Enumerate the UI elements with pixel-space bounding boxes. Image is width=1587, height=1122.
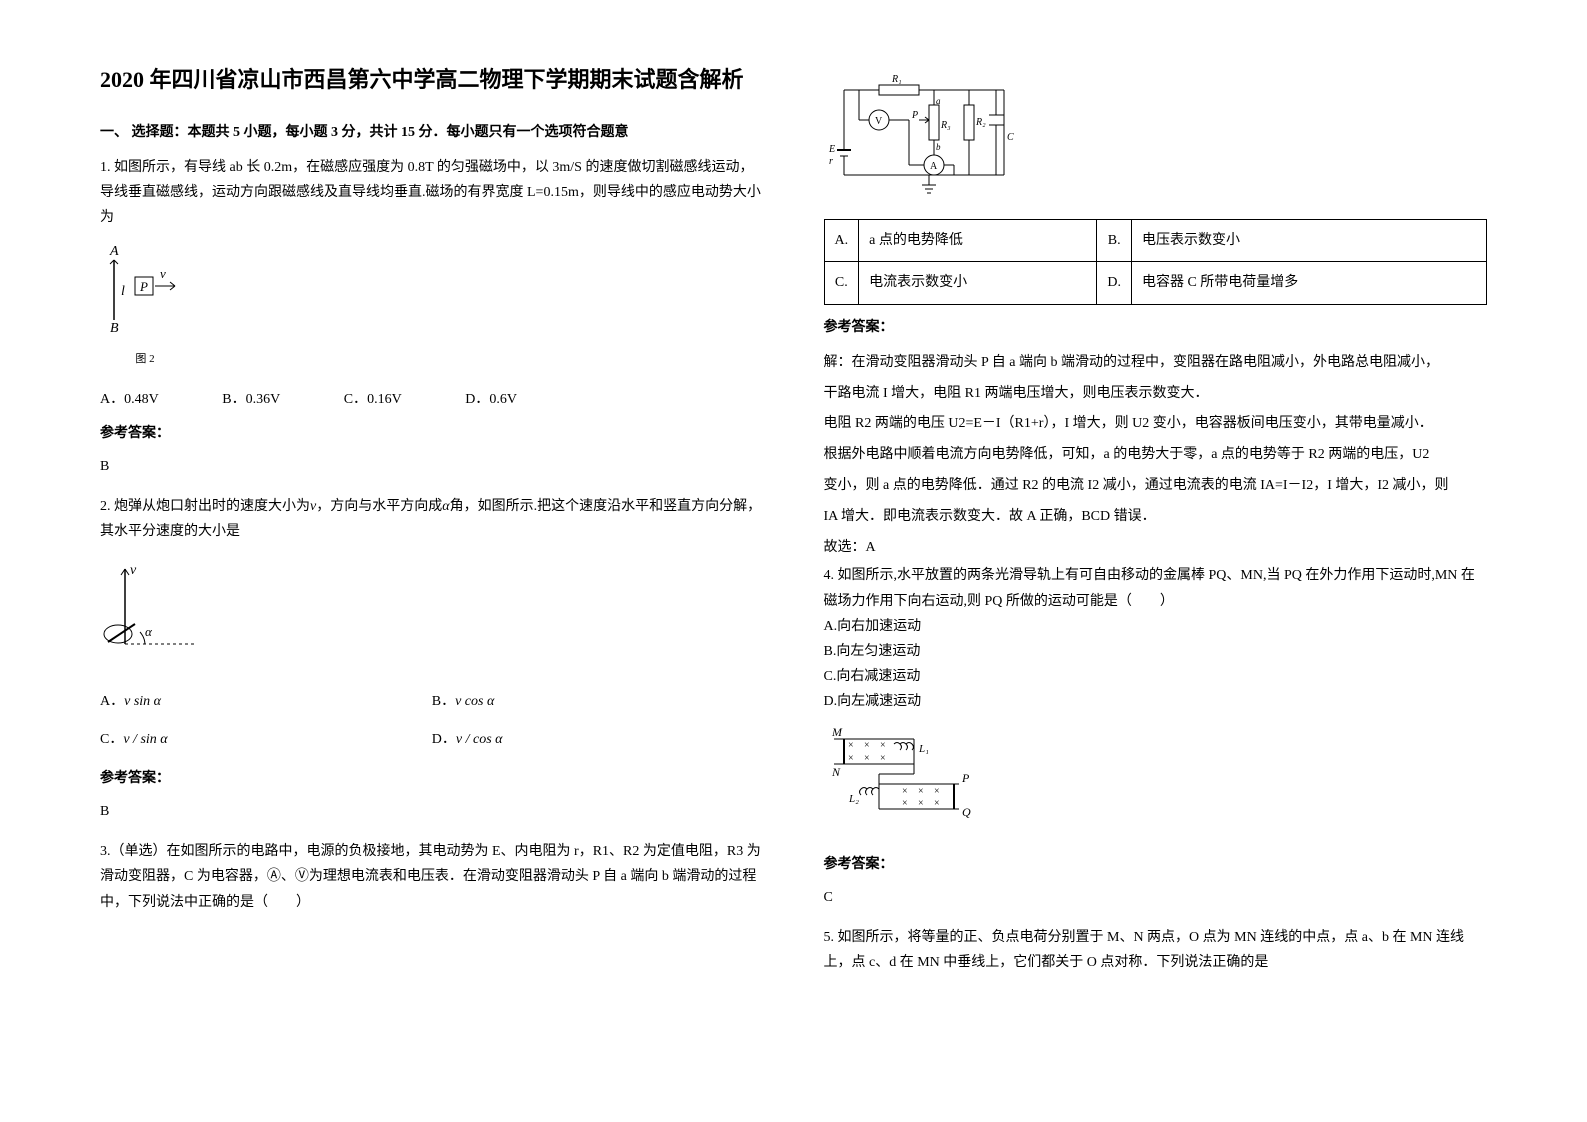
svg-text:r: r	[829, 156, 833, 167]
q3-explanation: 解：在滑动变阻器滑动头 P 自 a 端向 b 端滑动的过程中，变阻器在路电阻减小…	[824, 348, 1488, 564]
svg-text:A: A	[930, 161, 938, 172]
svg-text:P: P	[911, 110, 918, 121]
q4-figure: M N ××× ××× L₁ P Q ××× ×××	[824, 724, 984, 833]
q4-opt-a: A.向右加速运动	[824, 614, 1488, 639]
q1-figure-label: 图 2	[100, 350, 190, 370]
q2-opt-a: ν sin α	[124, 694, 161, 709]
q2-opt-c: ν / sin α	[123, 732, 167, 747]
q1-options: A．0.48V B．0.36V C．0.16V D．0.6V	[100, 387, 764, 412]
q3-options-table: A. a 点的电势降低 B. 电压表示数变小 C. 电流表示数变小 D. 电容器…	[824, 219, 1488, 304]
q2-opt-b: ν cos α	[455, 694, 494, 709]
svg-text:E: E	[828, 144, 835, 155]
section-heading: 一、 选择题：本题共 5 小题，每小题 3 分，共计 15 分．每小题只有一个选…	[100, 120, 764, 145]
svg-text:×: ×	[902, 798, 908, 809]
q2-opt-d: ν / cos α	[456, 732, 503, 747]
q3-exp-l6: IA 增大．即电流表示数变大．故 A 正确，BCD 错误．	[824, 502, 1488, 533]
svg-text:B: B	[110, 321, 119, 336]
svg-text:V: V	[875, 116, 883, 127]
svg-text:v: v	[130, 563, 137, 578]
q3-opt-b: 电压表示数变小	[1131, 220, 1486, 262]
svg-text:C: C	[1007, 132, 1014, 143]
question-5: 5. 如图所示，将等量的正、负点电荷分别置于 M、N 两点，O 点为 MN 连线…	[824, 925, 1488, 975]
q1-figure: A l P v B 图 2	[100, 240, 190, 369]
svg-text:×: ×	[934, 786, 940, 797]
q3-exp-l5: 变小，则 a 点的电势降低．通过 R2 的电流 I2 减小，通过电流表的电流 I…	[824, 471, 1488, 502]
right-column: R₁ V P R₃ a b R₂	[824, 60, 1488, 987]
q3-opt-d: 电容器 C 所带电荷量增多	[1131, 262, 1486, 304]
q1-opt-b: 0.36V	[246, 392, 281, 407]
q4-stem: 4. 如图所示,水平放置的两条光滑导轨上有可自由移动的金属棒 PQ、MN,当 P…	[824, 563, 1488, 613]
page-title: 2020 年四川省凉山市西昌第六中学高二物理下学期期末试题含解析	[100, 60, 764, 100]
svg-text:N: N	[831, 765, 841, 779]
svg-text:×: ×	[864, 753, 870, 764]
svg-text:×: ×	[880, 753, 886, 764]
q3-exp-l2: 干路电流 I 增大，电阻 R1 两端电压增大，则电压表示数变大．	[824, 379, 1488, 410]
q2-figure: v α	[100, 554, 210, 673]
q2-answer-label: 参考答案：	[100, 766, 764, 791]
svg-text:×: ×	[918, 798, 924, 809]
q3-exp-l3: 电阻 R2 两端的电压 U2=E－I（R1+r），I 增大，则 U2 变小，电容…	[824, 409, 1488, 440]
q3-opt-a: a 点的电势降低	[859, 220, 1097, 262]
q3-answer-label: 参考答案：	[824, 315, 1488, 340]
q1-answer: B	[100, 454, 764, 479]
svg-text:M: M	[831, 725, 843, 739]
q3-opt-b-label: B.	[1097, 220, 1132, 262]
svg-text:L₂: L₂	[848, 793, 859, 805]
svg-text:Q: Q	[962, 805, 971, 819]
q3-exp-l4: 根据外电路中顺着电流方向电势降低，可知，a 的电势大于零，a 点的电势等于 R2…	[824, 440, 1488, 471]
svg-text:×: ×	[848, 753, 854, 764]
svg-text:R₂: R₂	[975, 117, 986, 128]
q1-opt-a: 0.48V	[124, 392, 159, 407]
question-2: 2. 炮弹从炮口射出时的速度大小为ν，方向与水平方向成α角，如图所示.把这个速度…	[100, 494, 764, 824]
q2-answer: B	[100, 799, 764, 824]
q3-figure: R₁ V P R₃ a b R₂	[824, 70, 1488, 209]
svg-text:×: ×	[848, 740, 854, 751]
svg-text:α: α	[145, 624, 153, 639]
svg-text:×: ×	[864, 740, 870, 751]
svg-text:L₁: L₁	[918, 743, 929, 755]
q3-stem: 3.（单选）在如图所示的电路中，电源的负极接地，其电动势为 E、内电阻为 r，R…	[100, 839, 764, 915]
svg-text:P: P	[139, 279, 148, 294]
svg-text:×: ×	[880, 740, 886, 751]
svg-text:R₁: R₁	[891, 74, 902, 85]
svg-text:×: ×	[902, 786, 908, 797]
q3-exp-l7: 故选：A	[824, 533, 1488, 564]
svg-text:v: v	[160, 266, 166, 281]
question-1: 1. 如图所示，有导线 ab 长 0.2m，在磁感应强度为 0.8T 的匀强磁场…	[100, 155, 764, 479]
q5-stem: 5. 如图所示，将等量的正、负点电荷分别置于 M、N 两点，O 点为 MN 连线…	[824, 925, 1488, 975]
q4-answer: C	[824, 885, 1488, 910]
q4-opt-b: B.向左匀速运动	[824, 639, 1488, 664]
q3-opt-d-label: D.	[1097, 262, 1132, 304]
q4-opt-c: C.向右减速运动	[824, 664, 1488, 689]
q4-answer-label: 参考答案：	[824, 852, 1488, 877]
svg-text:R₃: R₃	[940, 120, 951, 131]
q3-opt-a-label: A.	[824, 220, 859, 262]
q3-opt-c: 电流表示数变小	[859, 262, 1097, 304]
svg-text:×: ×	[918, 786, 924, 797]
q4-opt-d: D.向左减速运动	[824, 689, 1488, 714]
svg-text:×: ×	[934, 798, 940, 809]
svg-text:A: A	[109, 244, 119, 259]
q2-stem: 2. 炮弹从炮口射出时的速度大小为ν，方向与水平方向成α角，如图所示.把这个速度…	[100, 494, 764, 544]
question-3-stem: 3.（单选）在如图所示的电路中，电源的负极接地，其电动势为 E、内电阻为 r，R…	[100, 839, 764, 915]
svg-text:l: l	[121, 284, 125, 299]
svg-text:b: b	[936, 142, 941, 152]
question-4: 4. 如图所示,水平放置的两条光滑导轨上有可自由移动的金属棒 PQ、MN,当 P…	[824, 563, 1488, 910]
q1-answer-label: 参考答案：	[100, 421, 764, 446]
left-column: 2020 年四川省凉山市西昌第六中学高二物理下学期期末试题含解析 一、 选择题：…	[100, 60, 764, 987]
q1-opt-d: 0.6V	[489, 392, 517, 407]
q3-opt-c-label: C.	[824, 262, 859, 304]
q3-exp-l1: 解：在滑动变阻器滑动头 P 自 a 端向 b 端滑动的过程中，变阻器在路电阻减小…	[824, 348, 1488, 379]
q1-opt-c: 0.16V	[367, 392, 402, 407]
svg-text:a: a	[936, 96, 941, 106]
q1-stem: 1. 如图所示，有导线 ab 长 0.2m，在磁感应强度为 0.8T 的匀强磁场…	[100, 155, 764, 231]
q2-options: A．ν sin α B．ν cos α C．ν / sin α D．ν / co…	[100, 683, 764, 757]
svg-text:P: P	[961, 771, 970, 785]
